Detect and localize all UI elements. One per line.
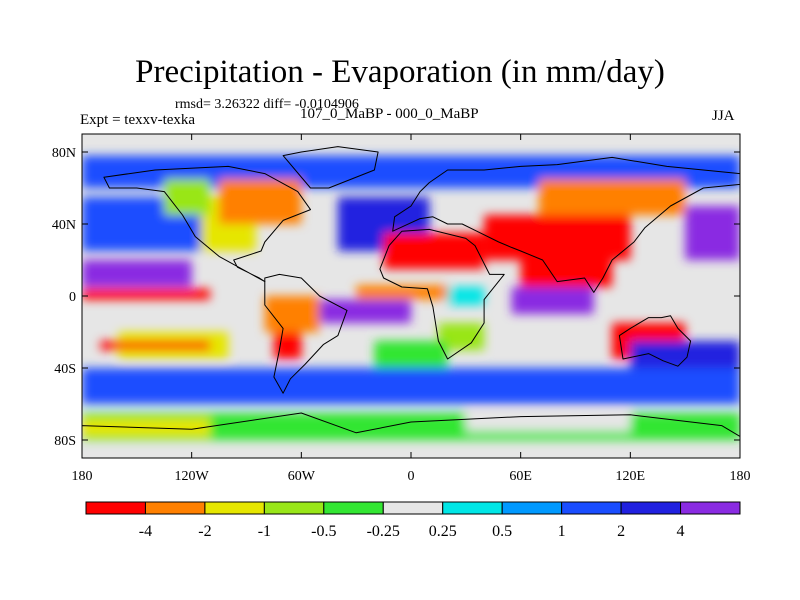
colorbar-swatch (204, 501, 265, 515)
colorbar-level-label: 0.25 (429, 523, 457, 540)
experiment-label: Expt = texxv-texka (80, 112, 196, 128)
field-region (319, 299, 411, 323)
field-region (447, 287, 485, 305)
field-region (82, 288, 210, 300)
colorbar-swatch (382, 501, 444, 515)
coastlines (82, 146, 740, 458)
x-tick-label: 180 (72, 469, 93, 484)
field-region (82, 368, 740, 404)
colorbar-swatch (85, 501, 146, 515)
colorbar-level-label: -0.25 (367, 523, 400, 540)
field-region (484, 215, 631, 260)
coastline (264, 273, 348, 394)
colorbar-level-label: 1 (558, 523, 566, 540)
colorbar: -4 -2 -1 -0.5 -0.25 0.25 0.5 1 2 4 (85, 501, 741, 540)
colorbar-level-label: -0.5 (311, 523, 336, 540)
x-tick-label: 120E (616, 469, 646, 484)
field-region (538, 179, 686, 215)
y-tick-label: 80S (54, 434, 76, 449)
pme-field (82, 134, 740, 458)
field-region (100, 341, 210, 350)
colorbar-level-label: -1 (258, 523, 271, 540)
colorbar-swatch (144, 501, 206, 515)
colorbar-level-label: 4 (677, 523, 685, 540)
x-tick-label: 60W (288, 469, 316, 484)
field-region (511, 287, 594, 314)
difference-label: 107_0_MaBP - 000_0_MaBP (300, 106, 479, 122)
y-tick-label: 80N (52, 146, 76, 161)
field-region (685, 206, 740, 260)
colorbar-swatch (442, 501, 503, 515)
field-region (520, 260, 613, 287)
stats-line: rmsd= 3.26322 diff= -0.0104906 (175, 97, 359, 112)
coastline (618, 315, 692, 367)
colorbar-swatch (323, 501, 384, 515)
colorbar-level-label: 0.5 (492, 523, 512, 540)
coastline (103, 165, 311, 283)
coastline (282, 146, 379, 189)
colorbar-level-label: 2 (617, 523, 625, 540)
chart-title: Precipitation - Evaporation (in mm/day) (135, 54, 665, 90)
colorbar-level-label: -2 (198, 523, 211, 540)
coastline (379, 228, 505, 360)
y-tick-label: 0 (69, 290, 76, 305)
field-region (264, 296, 320, 332)
field-region (630, 341, 740, 368)
y-tick-label: 40N (52, 218, 76, 233)
x-tick-label: 0 (408, 469, 415, 484)
y-tick-label: 40S (54, 362, 76, 377)
coastline (392, 156, 740, 293)
field-region (164, 179, 210, 215)
colorbar-swatch (620, 501, 682, 515)
field-region (82, 260, 192, 287)
x-tick-label: 180 (730, 469, 751, 484)
season-label: JJA (712, 108, 735, 124)
x-tick-label: 60E (509, 469, 532, 484)
colorbar-swatch (263, 501, 325, 515)
colorbar-swatch (561, 501, 622, 515)
field-region (383, 233, 485, 269)
colorbar-level-label: -4 (139, 523, 152, 540)
field-region (219, 179, 302, 224)
field-region (374, 341, 448, 368)
colorbar-swatch (680, 501, 741, 515)
axes: 180 120W 60W 0 60E 120E 180 80N 40N 0 40S 80S (52, 134, 751, 484)
colorbar-swatch (501, 501, 563, 515)
coastline (82, 412, 740, 458)
x-tick-label: 120W (175, 469, 210, 484)
